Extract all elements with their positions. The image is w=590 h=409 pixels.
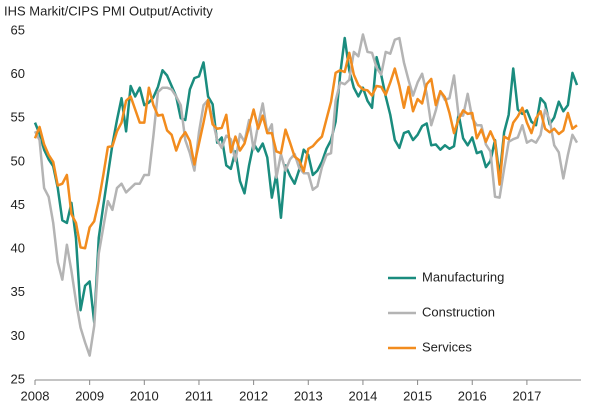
x-tick-label: 2008 bbox=[21, 388, 50, 403]
x-tick-label: 2009 bbox=[75, 388, 104, 403]
chart-title: IHS Markit/CIPS PMI Output/Activity bbox=[4, 3, 213, 18]
y-tick-label: 60 bbox=[11, 66, 25, 81]
legend-label: Construction bbox=[422, 304, 495, 319]
x-tick-label: 2016 bbox=[458, 388, 487, 403]
x-tick-label: 2012 bbox=[239, 388, 268, 403]
y-tick-label: 50 bbox=[11, 153, 25, 168]
x-tick-label: 2011 bbox=[185, 388, 213, 403]
series-line bbox=[33, 36, 579, 324]
y-tick-label: 40 bbox=[11, 241, 25, 256]
legend-label: Manufacturing bbox=[422, 269, 504, 284]
y-tick-label: 45 bbox=[11, 197, 25, 212]
legend-label: Services bbox=[422, 339, 472, 354]
x-tick-label: 2010 bbox=[130, 388, 159, 403]
x-tick-label: 2014 bbox=[348, 388, 377, 403]
y-tick-label: 30 bbox=[11, 328, 25, 343]
y-tick-label: 35 bbox=[11, 284, 25, 299]
y-tick-label: 55 bbox=[11, 110, 25, 125]
series-line bbox=[33, 33, 579, 357]
y-tick-label: 25 bbox=[11, 371, 25, 386]
x-tick-label: 2015 bbox=[403, 388, 432, 403]
series-line bbox=[33, 51, 578, 250]
y-tick-label: 65 bbox=[11, 22, 25, 37]
x-tick-label: 2013 bbox=[294, 388, 323, 403]
x-tick-label: 2017 bbox=[512, 388, 541, 403]
